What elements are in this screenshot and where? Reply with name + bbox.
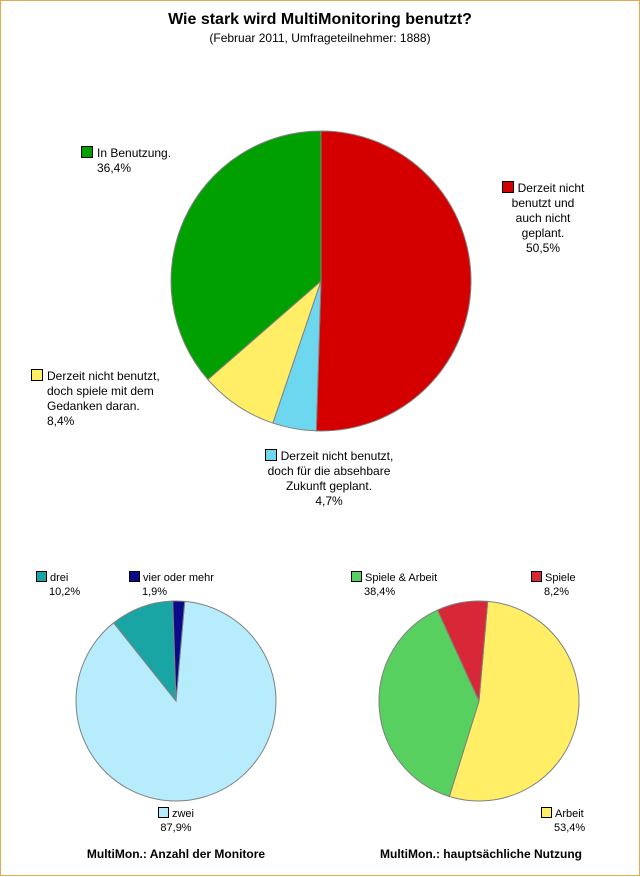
label-line: Derzeit nicht xyxy=(518,181,585,195)
percent-label: 53,4% xyxy=(541,822,585,834)
right-callout-spiele: Spiele 8,2% xyxy=(531,571,576,600)
main-callout-thinking-about: Derzeit nicht benutzt, doch spiele mit d… xyxy=(31,369,201,429)
percent-label: 4,7% xyxy=(315,494,342,508)
percent-label: 8,2% xyxy=(531,586,569,598)
main-callout-in-use: In Benutzung. 36,4% xyxy=(81,146,201,176)
label-line: doch spiele mit dem xyxy=(31,384,154,398)
label-line: Derzeit nicht benutzt, xyxy=(47,369,160,383)
swatch-icon xyxy=(502,181,514,193)
swatch-icon xyxy=(265,449,277,461)
label-line: Derzeit nicht benutzt, xyxy=(281,449,394,463)
left-callout-vier-oder-mehr: vier oder mehr 1,9% xyxy=(129,571,214,600)
percent-label: 8,4% xyxy=(31,414,74,428)
label-line: auch nicht xyxy=(516,211,571,225)
small-left-title: MultiMon.: Anzahl der Monitore xyxy=(31,847,321,861)
label-line: Zukunft geplant. xyxy=(286,479,372,493)
label-text: Spiele xyxy=(545,572,576,584)
percent-label: 38,4% xyxy=(351,586,395,598)
swatch-icon xyxy=(129,571,140,582)
right-callout-spiele-arbeit: Spiele & Arbeit 38,4% xyxy=(351,571,437,600)
label-text: Arbeit xyxy=(555,808,584,820)
left-callout-zwei: zwei 87,9% xyxy=(158,807,194,836)
label-line: In Benutzung. xyxy=(97,146,171,160)
percent-label: 87,9% xyxy=(160,822,191,834)
label-line: geplant. xyxy=(522,226,565,240)
label-text: drei xyxy=(50,572,68,584)
swatch-icon xyxy=(31,369,43,381)
main-callout-planned: Derzeit nicht benutzt, doch für die abse… xyxy=(239,449,419,509)
label-text: vier oder mehr xyxy=(143,572,214,584)
swatch-icon xyxy=(541,807,552,818)
chart-container: Wie stark wird MultiMonitoring benutzt? … xyxy=(0,0,640,876)
charts-svg xyxy=(1,1,640,877)
swatch-icon xyxy=(36,571,47,582)
swatch-icon xyxy=(531,571,542,582)
main-callout-not-used-not-planned: Derzeit nicht benutzt und auch nicht gep… xyxy=(483,181,603,256)
percent-label: 50,5% xyxy=(526,241,560,255)
percent-label: 1,9% xyxy=(129,586,167,598)
left-callout-drei: drei 10,2% xyxy=(36,571,80,600)
label-text: zwei xyxy=(172,808,194,820)
right-callout-arbeit: Arbeit 53,4% xyxy=(541,807,585,836)
label-line: doch für die absehbare xyxy=(268,464,391,478)
label-line: Gedanken daran. xyxy=(31,399,140,413)
swatch-icon xyxy=(81,146,93,158)
swatch-icon xyxy=(158,807,169,818)
label-line: benutzt und xyxy=(512,196,575,210)
swatch-icon xyxy=(351,571,362,582)
percent-label: 36,4% xyxy=(81,161,131,175)
label-text: Spiele & Arbeit xyxy=(365,572,437,584)
percent-label: 10,2% xyxy=(36,586,80,598)
small-right-title: MultiMon.: hauptsächliche Nutzung xyxy=(331,847,631,861)
